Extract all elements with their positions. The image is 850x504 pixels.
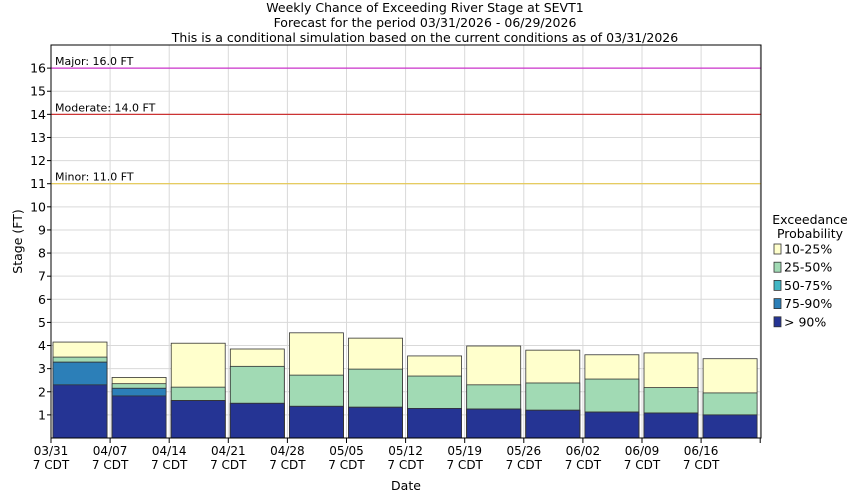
y-tick-label: 14 xyxy=(30,107,46,122)
threshold-label: Minor: 11.0 FT xyxy=(55,171,134,184)
x-tick-label-date: 03/31 xyxy=(34,444,69,458)
legend-title: Exceedance xyxy=(772,212,848,227)
x-tick-label-time: 7 CDT xyxy=(269,458,306,472)
x-tick-label-time: 7 CDT xyxy=(506,458,543,472)
bar-segment xyxy=(288,405,344,439)
x-tick-label-time: 7 CDT xyxy=(565,458,602,472)
x-tick-label-date: 04/14 xyxy=(152,444,187,458)
x-axis-label: Date xyxy=(391,478,421,493)
legend-entry-label: 25-50% xyxy=(784,260,832,275)
x-tick-label-time: 7 CDT xyxy=(683,458,720,472)
legend-entry-label: 75-90% xyxy=(784,296,832,311)
y-tick-label: 10 xyxy=(30,199,46,214)
legend-swatch xyxy=(773,316,782,328)
y-tick-label: 7 xyxy=(38,269,46,284)
bar-segment xyxy=(111,395,167,439)
threshold-label: Moderate: 14.0 FT xyxy=(55,101,156,114)
bar-segment xyxy=(52,384,108,439)
x-tick-label-date: 05/05 xyxy=(329,444,364,458)
x-tick-label-date: 06/02 xyxy=(566,444,601,458)
y-tick-label: 12 xyxy=(30,153,46,168)
x-tick-label-date: 05/12 xyxy=(388,444,423,458)
legend-swatch xyxy=(773,298,782,310)
bar-segment xyxy=(584,411,640,439)
y-tick-label: 16 xyxy=(30,61,46,76)
threshold-label: Major: 16.0 FT xyxy=(55,55,134,68)
plot-frame xyxy=(50,44,762,439)
legend-swatch xyxy=(773,279,782,291)
chart-title-line: Forecast for the period 03/31/2026 - 06/… xyxy=(274,15,577,30)
x-tick-label-date: 05/19 xyxy=(447,444,482,458)
x-tick-label-time: 7 CDT xyxy=(92,458,129,472)
x-tick-label-time: 7 CDT xyxy=(210,458,247,472)
y-tick-label: 3 xyxy=(38,361,46,376)
x-tick-label-date: 05/26 xyxy=(507,444,542,458)
x-tick-label-date: 06/16 xyxy=(684,444,719,458)
x-tick-label-time: 7 CDT xyxy=(328,458,365,472)
legend-swatch xyxy=(773,243,782,255)
chart-title-line: Weekly Chance of Exceeding River Stage a… xyxy=(266,0,583,15)
y-tick-label: 8 xyxy=(38,246,46,261)
bar-segment xyxy=(348,406,403,439)
y-tick-label: 9 xyxy=(38,222,46,237)
chart-title-line: This is a conditional simulation based o… xyxy=(171,30,678,45)
x-tick-label-time: 7 CDT xyxy=(387,458,424,472)
y-tick-label: 13 xyxy=(30,130,46,145)
x-tick-label-date: 04/28 xyxy=(270,444,305,458)
bar-segment xyxy=(466,408,522,439)
bar-segment xyxy=(407,408,463,439)
bar-segment xyxy=(525,409,581,439)
x-tick-label-time: 7 CDT xyxy=(33,458,70,472)
bar-segment xyxy=(643,412,699,439)
legend-title: Probability xyxy=(777,226,844,241)
legend-entry-label: 50-75% xyxy=(784,278,832,293)
y-tick-label: 2 xyxy=(38,384,46,399)
bar-segment xyxy=(229,402,285,439)
y-axis-label: Stage (FT) xyxy=(10,209,25,273)
x-tick-label-date: 04/07 xyxy=(93,444,128,458)
x-tick-label-time: 7 CDT xyxy=(624,458,661,472)
legend-entry-label: > 90% xyxy=(784,314,826,329)
y-tick-label: 11 xyxy=(30,176,46,191)
y-tick-label: 1 xyxy=(38,407,46,422)
legend-swatch xyxy=(773,261,782,273)
y-tick-label: 6 xyxy=(38,292,46,307)
bar-segment xyxy=(170,400,226,439)
x-tick-label-date: 06/09 xyxy=(625,444,660,458)
x-tick-label-date: 04/21 xyxy=(211,444,246,458)
legend-entry-label: 10-25% xyxy=(784,242,832,257)
y-tick-label: 15 xyxy=(30,84,46,99)
bar-segment xyxy=(702,414,758,439)
x-tick-label-time: 7 CDT xyxy=(446,458,483,472)
x-tick-label-time: 7 CDT xyxy=(151,458,188,472)
y-tick-label: 4 xyxy=(38,338,46,353)
y-tick-label: 5 xyxy=(38,315,46,330)
